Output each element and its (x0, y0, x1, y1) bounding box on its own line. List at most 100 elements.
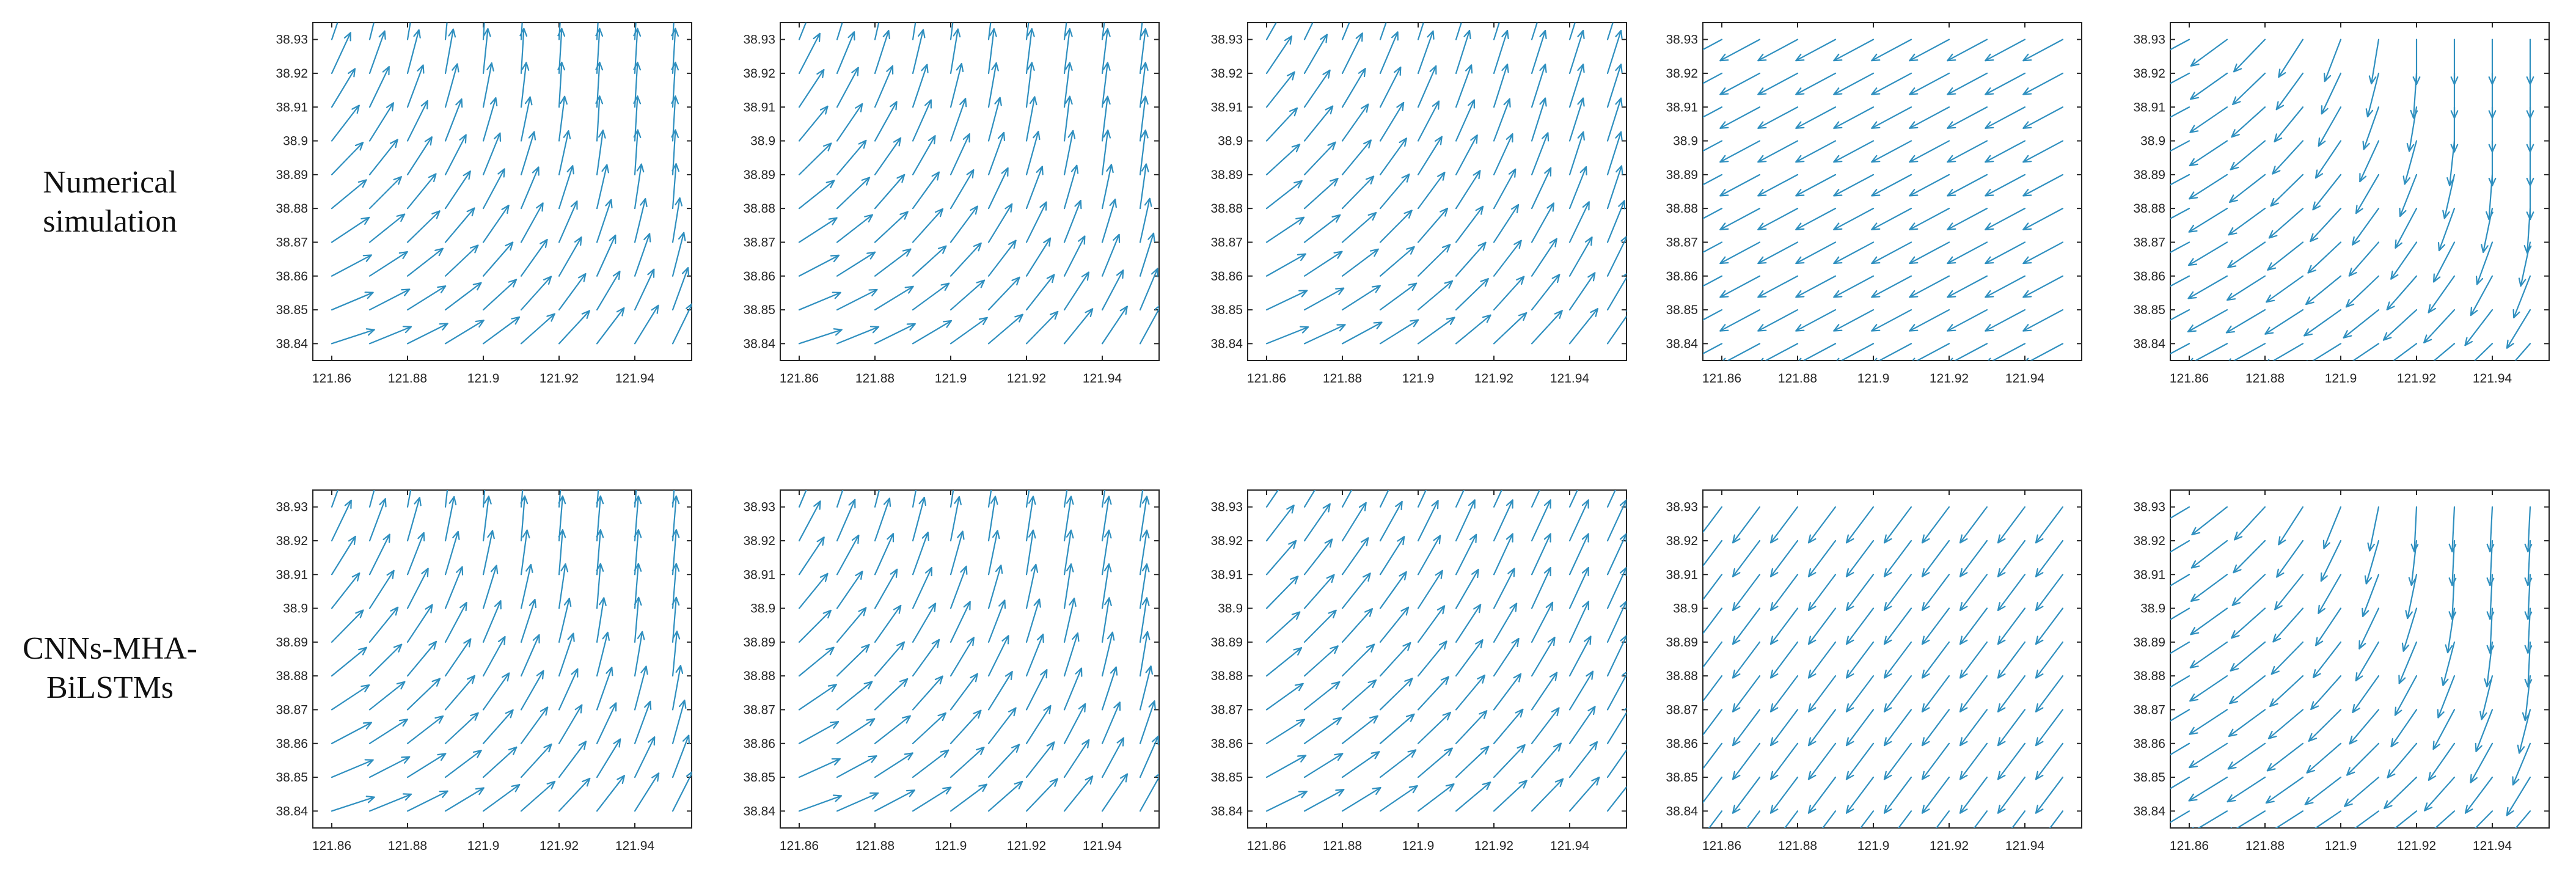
vector-arrow (2190, 38, 2228, 67)
vector-arrow (1455, 314, 1491, 345)
vector-arrow (1063, 95, 1073, 142)
vector-arrow (1921, 709, 1950, 747)
vector-arrow (1798, 343, 1837, 361)
vector-arrow (1455, 675, 1486, 711)
vector-arrow (912, 23, 917, 40)
vector-arrow (1341, 103, 1369, 142)
vector-arrow (2367, 506, 2380, 552)
vector-arrow (2022, 208, 2064, 230)
vector-arrow (1455, 710, 1488, 744)
quiver-panel-5: 121.86 121.88 121.9 121.92 121.94 38.84 38.85 3… (2133, 22, 2550, 386)
y-tick-label: 38.86 (2133, 737, 2165, 751)
vector-arrow (1845, 540, 1875, 577)
vector-arrow (1139, 163, 1149, 210)
vector-arrow (406, 532, 425, 576)
vector-arrow (1921, 607, 1950, 645)
vector-arrow (1531, 202, 1555, 243)
y-tick-label: 38.87 (1210, 235, 1243, 249)
vector-arrow (1606, 490, 1616, 508)
vector-arrow (1265, 611, 1301, 643)
vector-arrow (558, 632, 575, 677)
vector-arrow (1063, 775, 1094, 812)
vector-arrow (1833, 275, 1875, 298)
vector-arrow (950, 63, 964, 108)
y-tick-label: 38.87 (743, 703, 775, 717)
vector-arrow (1997, 641, 2026, 679)
x-tick-label: 121.9 (1857, 372, 1890, 386)
vector-arrow (1757, 241, 1799, 265)
vector-arrow (1719, 275, 1761, 298)
vector-arrow (2170, 241, 2190, 254)
y-tick-label: 38.91 (1210, 100, 1243, 114)
vector-arrow (2233, 540, 2266, 574)
y-tick-label: 38.88 (1210, 202, 1243, 216)
y-tick-label: 38.88 (2133, 669, 2165, 683)
vector-arrow (1531, 672, 1558, 711)
vector-arrow (1795, 106, 1837, 129)
vector-arrow (950, 565, 968, 609)
vector-arrow (1139, 305, 1159, 345)
vector-arrow (1139, 735, 1159, 778)
vector-arrow (1417, 605, 1446, 643)
x-tick-label: 121.86 (2170, 372, 2209, 386)
y-tick-label: 38.86 (743, 737, 775, 751)
vector-arrow (2035, 506, 2064, 544)
vector-arrow (2394, 675, 2418, 716)
vector-arrow (1703, 106, 1723, 119)
vector-arrow (1568, 741, 1598, 778)
vector-arrow (1379, 785, 1418, 812)
vector-arrow (1757, 140, 1799, 163)
x-tick-label: 121.88 (1778, 372, 1817, 386)
y-tick-label: 38.84 (2133, 337, 2165, 351)
vector-arrow (1606, 29, 1623, 75)
vector-arrow (1455, 29, 1471, 75)
vector-arrow (1871, 208, 1912, 230)
vector-arrow (1025, 490, 1030, 508)
arrow-field (1703, 38, 2064, 361)
vector-arrow (1379, 319, 1419, 345)
vector-arrow (1568, 308, 1598, 345)
vector-arrow (1921, 742, 1950, 780)
vector-arrow (1025, 274, 1055, 311)
vector-arrow (1379, 536, 1405, 576)
vector-arrow (596, 307, 625, 345)
vector-arrow (1947, 38, 1988, 62)
vector-arrow (1531, 167, 1552, 210)
vector-arrow (2486, 506, 2495, 552)
vector-arrow (1455, 490, 1465, 508)
vector-arrow (1455, 205, 1484, 243)
vector-arrow (1757, 38, 1799, 62)
vector-arrow (2270, 641, 2304, 675)
vector-arrow (2346, 742, 2380, 776)
vector-arrow (2433, 343, 2456, 361)
x-tick-label: 121.94 (2005, 372, 2045, 386)
vector-arrow (406, 497, 422, 542)
vector-arrow (950, 673, 978, 711)
vector-arrow (368, 176, 402, 210)
x-tick-label: 121.92 (1007, 372, 1046, 386)
vector-arrow (1606, 310, 1626, 345)
vector-arrow (1871, 309, 1912, 332)
vector-arrow (1795, 208, 1837, 230)
vector-arrow (798, 328, 843, 345)
axes-box (312, 22, 692, 361)
vector-arrow (798, 68, 825, 108)
vector-arrow (1947, 309, 1988, 332)
y-tick-label: 38.91 (1666, 100, 1698, 114)
vector-arrow (2229, 174, 2266, 203)
vector-arrow (2442, 174, 2456, 219)
vector-arrow (950, 242, 982, 277)
x-tick-label: 121.86 (1702, 839, 1741, 853)
vector-arrow (798, 794, 843, 812)
vector-arrow (1845, 506, 1875, 544)
vector-arrow (1845, 742, 1875, 780)
vector-arrow (1795, 140, 1837, 163)
vector-arrow (1606, 200, 1626, 243)
y-tick-label: 38.85 (743, 303, 775, 317)
vector-arrow (558, 704, 583, 744)
vector-arrow (1303, 34, 1328, 75)
vector-arrow (2412, 38, 2421, 86)
vector-arrow (912, 675, 943, 711)
vector-arrow (2170, 607, 2190, 621)
